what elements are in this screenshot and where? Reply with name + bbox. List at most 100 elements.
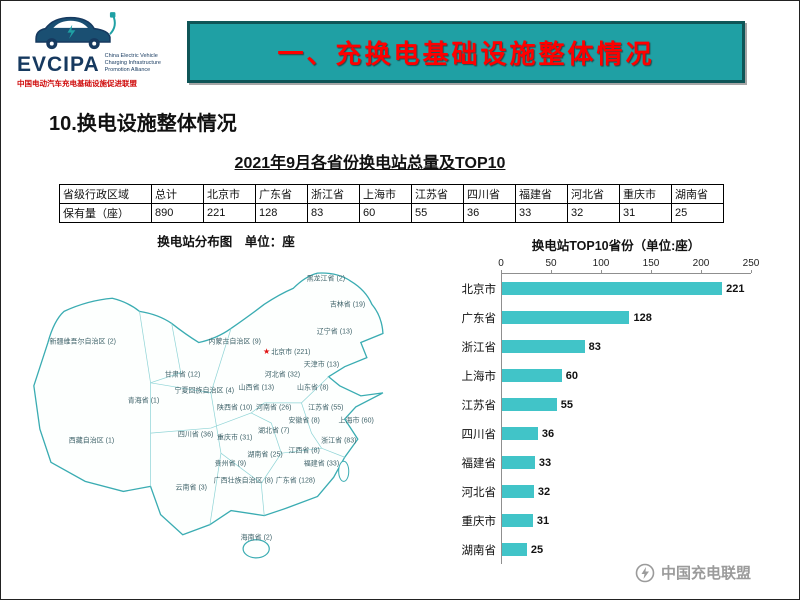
map-province-label-text: 宁夏回族自治区 (4) bbox=[174, 387, 235, 395]
bar-chart-caption: 换电站TOP10省份（单位:座） bbox=[531, 239, 701, 253]
map-province-label-text: 天津市 (13) bbox=[303, 361, 340, 369]
bar bbox=[502, 340, 585, 353]
map-province-label: 新疆维吾尔自治区 (2) bbox=[50, 338, 117, 345]
map-province-label-text: 安徽省 (8) bbox=[288, 417, 320, 425]
bar bbox=[502, 282, 723, 295]
ev-car-icon bbox=[35, 12, 116, 50]
slide-title-banner: 一、充换电基础设施整体情况 bbox=[187, 21, 745, 83]
bar-row: 四川省 36 bbox=[449, 419, 751, 448]
map-province-label-text: 海南省 (2) bbox=[240, 534, 273, 542]
footer-text: 中国充电联盟 bbox=[660, 565, 751, 582]
summary-table-body: 省级行政区域 总计 北京市 广东省 浙江省 上海市 江苏省 四川省 福建省 河北省 重庆市 湖南省 保有… bbox=[59, 184, 724, 223]
bar-row: 浙江省 83 bbox=[449, 332, 751, 361]
map-province-label-text: 湖南省 (25) bbox=[247, 451, 283, 459]
axis-tick-label: 250 bbox=[742, 258, 760, 269]
evcipa-logo: EVCIPA China Electric Vehicle Charging I… bbox=[17, 9, 177, 89]
table-header-cell: 福建省 bbox=[515, 184, 568, 204]
bar-category-label: 重庆市 bbox=[461, 515, 497, 528]
table-value-cell: 32 bbox=[567, 203, 620, 223]
top10-bar-chart: 换电站TOP10省份（单位:座） 0 50 100 150 200 250 北京市 221 广… bbox=[449, 235, 783, 587]
map-province-label-text: 吉林省 (19) bbox=[329, 301, 366, 309]
slide-title: 一、充换电基础设施整体情况 bbox=[277, 38, 655, 69]
bar bbox=[502, 543, 527, 556]
logo-subtitle-en-line3: Promotion Alliance bbox=[104, 66, 151, 73]
bar-value-label: 32 bbox=[537, 485, 551, 498]
taiwan-island bbox=[338, 460, 350, 482]
map-province-label-text: 上海市 (60) bbox=[338, 417, 374, 425]
map-province-label: 吉林省 (19) bbox=[330, 302, 365, 309]
china-map-outline-icon bbox=[33, 272, 384, 559]
bar bbox=[502, 311, 630, 324]
hainan-island bbox=[242, 539, 270, 559]
bar-row: 湖南省 25 bbox=[449, 535, 751, 564]
bar-value-label: 31 bbox=[536, 514, 550, 527]
table-value-cell: 128 bbox=[255, 203, 308, 223]
bar-category-label: 上海市 bbox=[461, 370, 497, 383]
bar-category-label: 广东省 bbox=[461, 312, 497, 325]
table-header-cell: 广东省 bbox=[255, 184, 308, 204]
bar-row: 北京市 221 bbox=[449, 274, 751, 303]
bar-track: 36 bbox=[501, 419, 751, 448]
bar-value-label: 60 bbox=[565, 369, 578, 382]
logo-subtitle-en: China Electric Vehicle Charging Infrastr… bbox=[105, 53, 161, 75]
bar-value-label: 55 bbox=[560, 398, 574, 411]
map-province-label: 甘肃省 (12) bbox=[165, 371, 200, 378]
table-value-cell: 60 bbox=[359, 203, 412, 223]
logo-brand: EVCIPA bbox=[17, 52, 100, 76]
axis-tick-mark bbox=[551, 270, 552, 273]
map-province-label-text: 四川省 (36) bbox=[177, 431, 214, 439]
bar-value-label: 25 bbox=[530, 543, 544, 556]
map-province-label: 山西省 (13) bbox=[239, 385, 274, 392]
map-province-label: 西藏自治区 (1) bbox=[69, 438, 115, 445]
table-header-cell: 湖南省 bbox=[671, 184, 724, 204]
axis-tick-mark bbox=[651, 270, 652, 273]
chart-main-title: 2021年9月各省份换电站总量及TOP10 bbox=[234, 155, 506, 172]
map-province-label: 内蒙古自治区 (9) bbox=[208, 338, 261, 345]
map-province-label-text: 北京市 (221) bbox=[271, 348, 311, 356]
bar-row: 重庆市 31 bbox=[449, 506, 751, 535]
summary-table: 省级行政区域 总计 北京市 广东省 浙江省 上海市 江苏省 四川省 福建省 河北省 重庆市 湖南省 保有… bbox=[59, 184, 724, 223]
table-header-cell: 上海市 bbox=[359, 184, 412, 204]
map-province-label-text: 内蒙古自治区 (9) bbox=[208, 338, 261, 346]
bar-row: 江苏省 55 bbox=[449, 390, 751, 419]
bar-track: 33 bbox=[501, 448, 751, 477]
map-province-label: 陕西省 (10) bbox=[217, 405, 252, 412]
axis-tick-mark bbox=[751, 270, 752, 273]
map-panel: 换电站分布图 单位：座 新疆维吾尔自治区 bbox=[9, 231, 443, 587]
logo-subtitle-cn: 中国电动汽车充电基础设施促进联盟 bbox=[17, 78, 137, 88]
china-map: 新疆维吾尔自治区 (2) 西藏自治区 (1) 青海省 (1) 甘肃省 (12) 内蒙古自… bbox=[9, 252, 443, 584]
bar-value-label: 83 bbox=[588, 340, 601, 353]
bar-row: 河北省 32 bbox=[449, 477, 751, 506]
map-province-label-text: 江西省 (8) bbox=[288, 447, 320, 455]
map-province-label: 江苏省 (55) bbox=[308, 405, 343, 412]
bar-track: 25 bbox=[501, 535, 751, 564]
bar-value-label: 128 bbox=[633, 311, 652, 324]
table-header-row: 省级行政区域 总计 北京市 广东省 浙江省 上海市 江苏省 四川省 福建省 河北省 重庆市 湖南省 bbox=[59, 184, 724, 204]
map-province-label-text: 陕西省 (10) bbox=[216, 404, 253, 412]
map-province-label: 广东省 (128) bbox=[276, 478, 315, 485]
table-header-cell: 江苏省 bbox=[411, 184, 464, 204]
axis-tick-label: 150 bbox=[642, 258, 660, 269]
map-province-label-text: 河南省 (26) bbox=[256, 404, 292, 412]
bar-row: 广东省 128 bbox=[449, 303, 751, 332]
table-header-cell: 省级行政区域 bbox=[59, 184, 152, 204]
map-province-label: 海南省 (2) bbox=[241, 534, 273, 541]
table-value-cell: 31 bbox=[619, 203, 672, 223]
map-province-label: 青海省 (1) bbox=[128, 398, 160, 405]
map-province-label-text: 山东省 (8) bbox=[297, 384, 329, 392]
map-province-label: ★北京市 (221) bbox=[263, 347, 311, 356]
bar-category-label: 四川省 bbox=[461, 428, 497, 441]
map-province-label-text: 贵州省 (9) bbox=[214, 460, 247, 468]
map-province-label: 贵州省 (9) bbox=[215, 461, 247, 468]
bar bbox=[502, 369, 562, 382]
map-province-label-text: 山西省 (13) bbox=[238, 384, 275, 392]
table-value-cell: 36 bbox=[463, 203, 516, 223]
map-province-label: 河南省 (26) bbox=[256, 405, 291, 412]
map-province-label: 安徽省 (8) bbox=[288, 418, 320, 425]
table-header-cell: 四川省 bbox=[463, 184, 516, 204]
axis-tick-label: 200 bbox=[692, 258, 710, 269]
bar-row: 上海市 60 bbox=[449, 361, 751, 390]
table-row-label: 保有量（座） bbox=[59, 203, 152, 223]
map-province-label: 宁夏回族自治区 (4) bbox=[175, 388, 235, 395]
